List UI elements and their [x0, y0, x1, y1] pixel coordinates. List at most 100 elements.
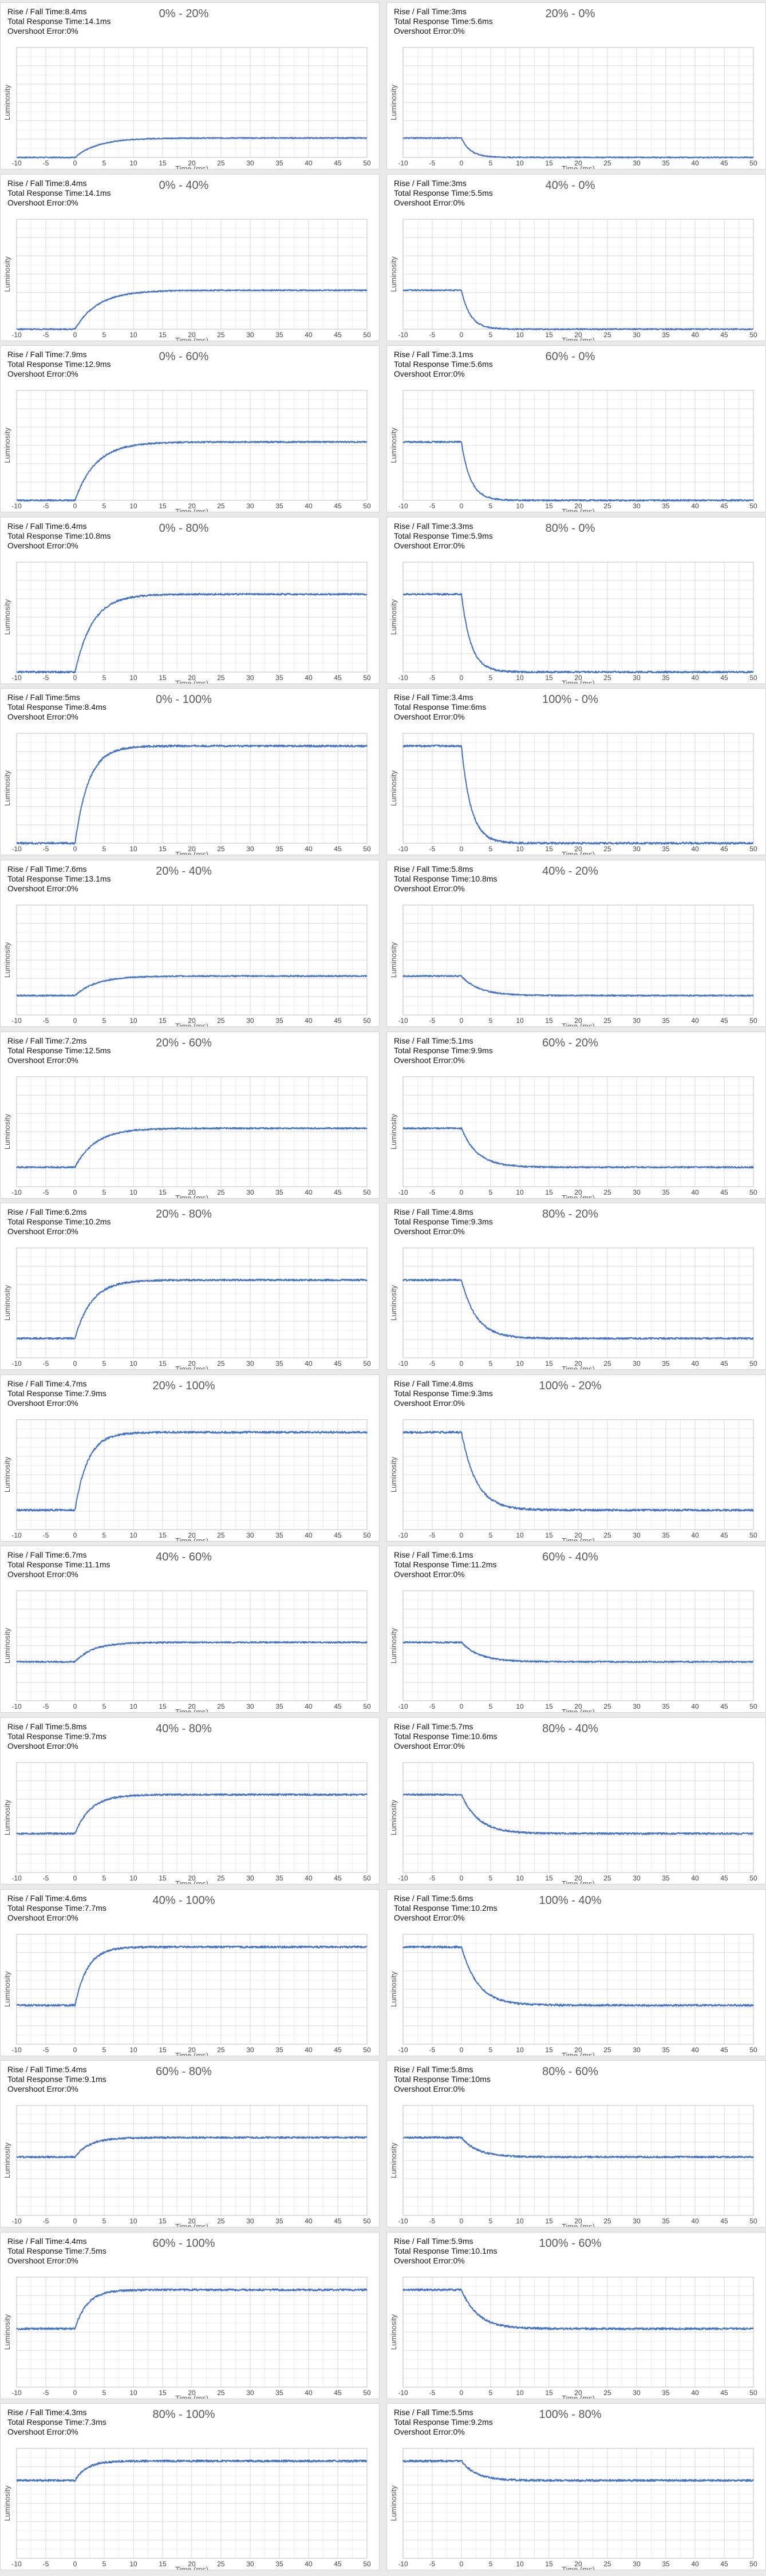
x-tick-label: 40: [305, 1360, 313, 1368]
x-tick-label: -10: [398, 1874, 408, 1882]
chart-svg: -10 -5 0 5 10 15 20 25 30 35 40 45 50 Time (ms) Lumino…: [389, 904, 757, 1026]
x-tick-label: -5: [429, 2217, 436, 2225]
x-tick-label: 15: [159, 674, 167, 682]
luminosity-curve: [402, 440, 754, 502]
x-tick-label: 15: [159, 2046, 167, 2054]
response-stats: Rise / Fall Time:5.5ms Total Response Tim…: [394, 2408, 493, 2437]
y-axis-label: Luminosity: [3, 2314, 11, 2350]
luminosity-curve: [16, 1793, 368, 1835]
total-response-time-stat: Total Response Time:9.3ms: [394, 1217, 493, 1227]
chart-panel: Rise / Fall Time:6.4ms Total Response Tim…: [0, 516, 380, 684]
x-tick-label: 0: [73, 159, 77, 167]
rise-fall-time-stat: Rise / Fall Time:6.2ms: [7, 1207, 87, 1217]
x-tick-label: 30: [633, 2389, 641, 2397]
x-tick-label: 15: [545, 331, 553, 339]
x-tick-label: 25: [217, 845, 225, 853]
x-tick-label: 30: [246, 331, 254, 339]
x-tick-label: -10: [398, 845, 408, 853]
response-stats: Rise / Fall Time:4.6ms Total Response Tim…: [7, 1894, 106, 1923]
x-tick-label: -5: [43, 159, 49, 167]
x-tick-label: 20: [574, 2389, 582, 2397]
x-tick-label: 10: [129, 1360, 137, 1368]
x-tick-label: -10: [398, 502, 408, 510]
x-tick-label: 40: [691, 1017, 699, 1025]
overshoot-error-stat: Overshoot Error:0%: [7, 1227, 78, 1236]
chart-title: 100% - 40%: [539, 1894, 602, 1907]
x-tick-label: 10: [516, 159, 524, 167]
x-tick-label: 10: [516, 2217, 524, 2225]
x-tick-label: 50: [363, 331, 371, 339]
response-stats: Rise / Fall Time:5.4ms Total Response Tim…: [7, 2065, 106, 2094]
x-tick-label: 50: [363, 159, 371, 167]
x-tick-label: 15: [159, 1874, 167, 1882]
x-tick-label: 0: [73, 1874, 77, 1882]
luminosity-curve: [402, 1793, 754, 1835]
x-tick-label: 5: [102, 2217, 106, 2225]
plot-border: [16, 1934, 368, 2045]
x-tick-label: 10: [516, 2046, 524, 2054]
total-response-time-stat: Total Response Time:12.9ms: [7, 359, 111, 369]
chart-svg: -10 -5 0 5 10 15 20 25 30 35 40 45 50 Time (ms) Lumino…: [389, 390, 757, 512]
chart-title: 0% - 20%: [159, 7, 209, 20]
overshoot-error-stat: Overshoot Error:0%: [394, 2427, 465, 2437]
rise-fall-time-stat: Rise / Fall Time:4.6ms: [7, 1893, 87, 1903]
x-tick-label: 25: [603, 1874, 611, 1882]
x-axis-label: Time (ms): [562, 336, 595, 341]
x-tick-label: 5: [489, 1360, 493, 1368]
x-tick-label: 25: [603, 1531, 611, 1539]
x-axis-label: Time (ms): [562, 1536, 595, 1542]
x-tick-label: 45: [334, 845, 342, 853]
chart-svg: -10 -5 0 5 10 15 20 25 30 35 40 45 50 Time (ms) Lumino…: [3, 1076, 371, 1198]
chart-panel: Rise / Fall Time:5.6ms Total Response Tim…: [386, 1888, 766, 2056]
y-axis-label: Luminosity: [3, 1285, 11, 1321]
x-tick-label: 45: [720, 674, 728, 682]
x-tick-label: 0: [460, 2389, 464, 2397]
x-tick-label: 15: [545, 1360, 553, 1368]
chart-panel: Rise / Fall Time:7.6ms Total Response Tim…: [0, 860, 380, 1027]
overshoot-error-stat: Overshoot Error:0%: [7, 1055, 78, 1065]
rise-fall-time-stat: Rise / Fall Time:5.8ms: [394, 2065, 473, 2075]
x-tick-label: 20: [188, 1188, 196, 1196]
x-tick-label: 30: [246, 1702, 254, 1710]
luminosity-curve: [402, 1278, 754, 1340]
x-tick-label: 20: [574, 2560, 582, 2568]
x-tick-label: 40: [691, 2560, 699, 2568]
x-tick-label: 5: [489, 2217, 493, 2225]
x-tick-label: -10: [398, 1702, 408, 1710]
x-tick-label: 45: [720, 2560, 728, 2568]
y-axis-label: Luminosity: [389, 256, 398, 292]
response-stats: Rise / Fall Time:4.8ms Total Response Tim…: [394, 1379, 493, 1408]
x-tick-label: 45: [334, 2389, 342, 2397]
x-tick-label: 35: [275, 1702, 283, 1710]
x-tick-label: 45: [334, 1017, 342, 1025]
x-tick-label: 0: [460, 1188, 464, 1196]
x-tick-label: 45: [334, 502, 342, 510]
overshoot-error-stat: Overshoot Error:0%: [7, 1398, 78, 1408]
chart-panel: Rise / Fall Time:3ms Total Response Time:…: [386, 2, 766, 169]
x-tick-label: 35: [275, 2217, 283, 2225]
x-tick-label: 35: [662, 1874, 670, 1882]
x-tick-label: 30: [633, 1017, 641, 1025]
luminosity-curve: [16, 1278, 368, 1340]
plot-border: [402, 2277, 754, 2388]
x-tick-label: 40: [305, 1874, 313, 1882]
x-tick-label: 15: [545, 1702, 553, 1710]
x-axis-label: Time (ms): [175, 2051, 208, 2056]
x-tick-label: 0: [460, 2560, 464, 2568]
x-tick-label: 5: [489, 331, 493, 339]
chart-title: 60% - 40%: [542, 1551, 598, 1564]
chart-panel: Rise / Fall Time:4.3ms Total Response Tim…: [0, 2403, 380, 2571]
x-tick-label: 45: [720, 2217, 728, 2225]
y-axis-label: Luminosity: [3, 2143, 11, 2179]
x-tick-label: 50: [363, 845, 371, 853]
x-tick-label: 35: [275, 331, 283, 339]
x-tick-label: 45: [720, 1702, 728, 1710]
y-axis-label: Luminosity: [3, 1628, 11, 1664]
luminosity-curve: [16, 1127, 368, 1168]
chart-title: 60% - 100%: [152, 2237, 215, 2250]
x-tick-label: 35: [275, 1531, 283, 1539]
x-tick-label: 40: [691, 1531, 699, 1539]
y-axis-label: Luminosity: [3, 1113, 11, 1149]
x-tick-label: 40: [305, 2046, 313, 2054]
overshoot-error-stat: Overshoot Error:0%: [7, 1741, 78, 1751]
